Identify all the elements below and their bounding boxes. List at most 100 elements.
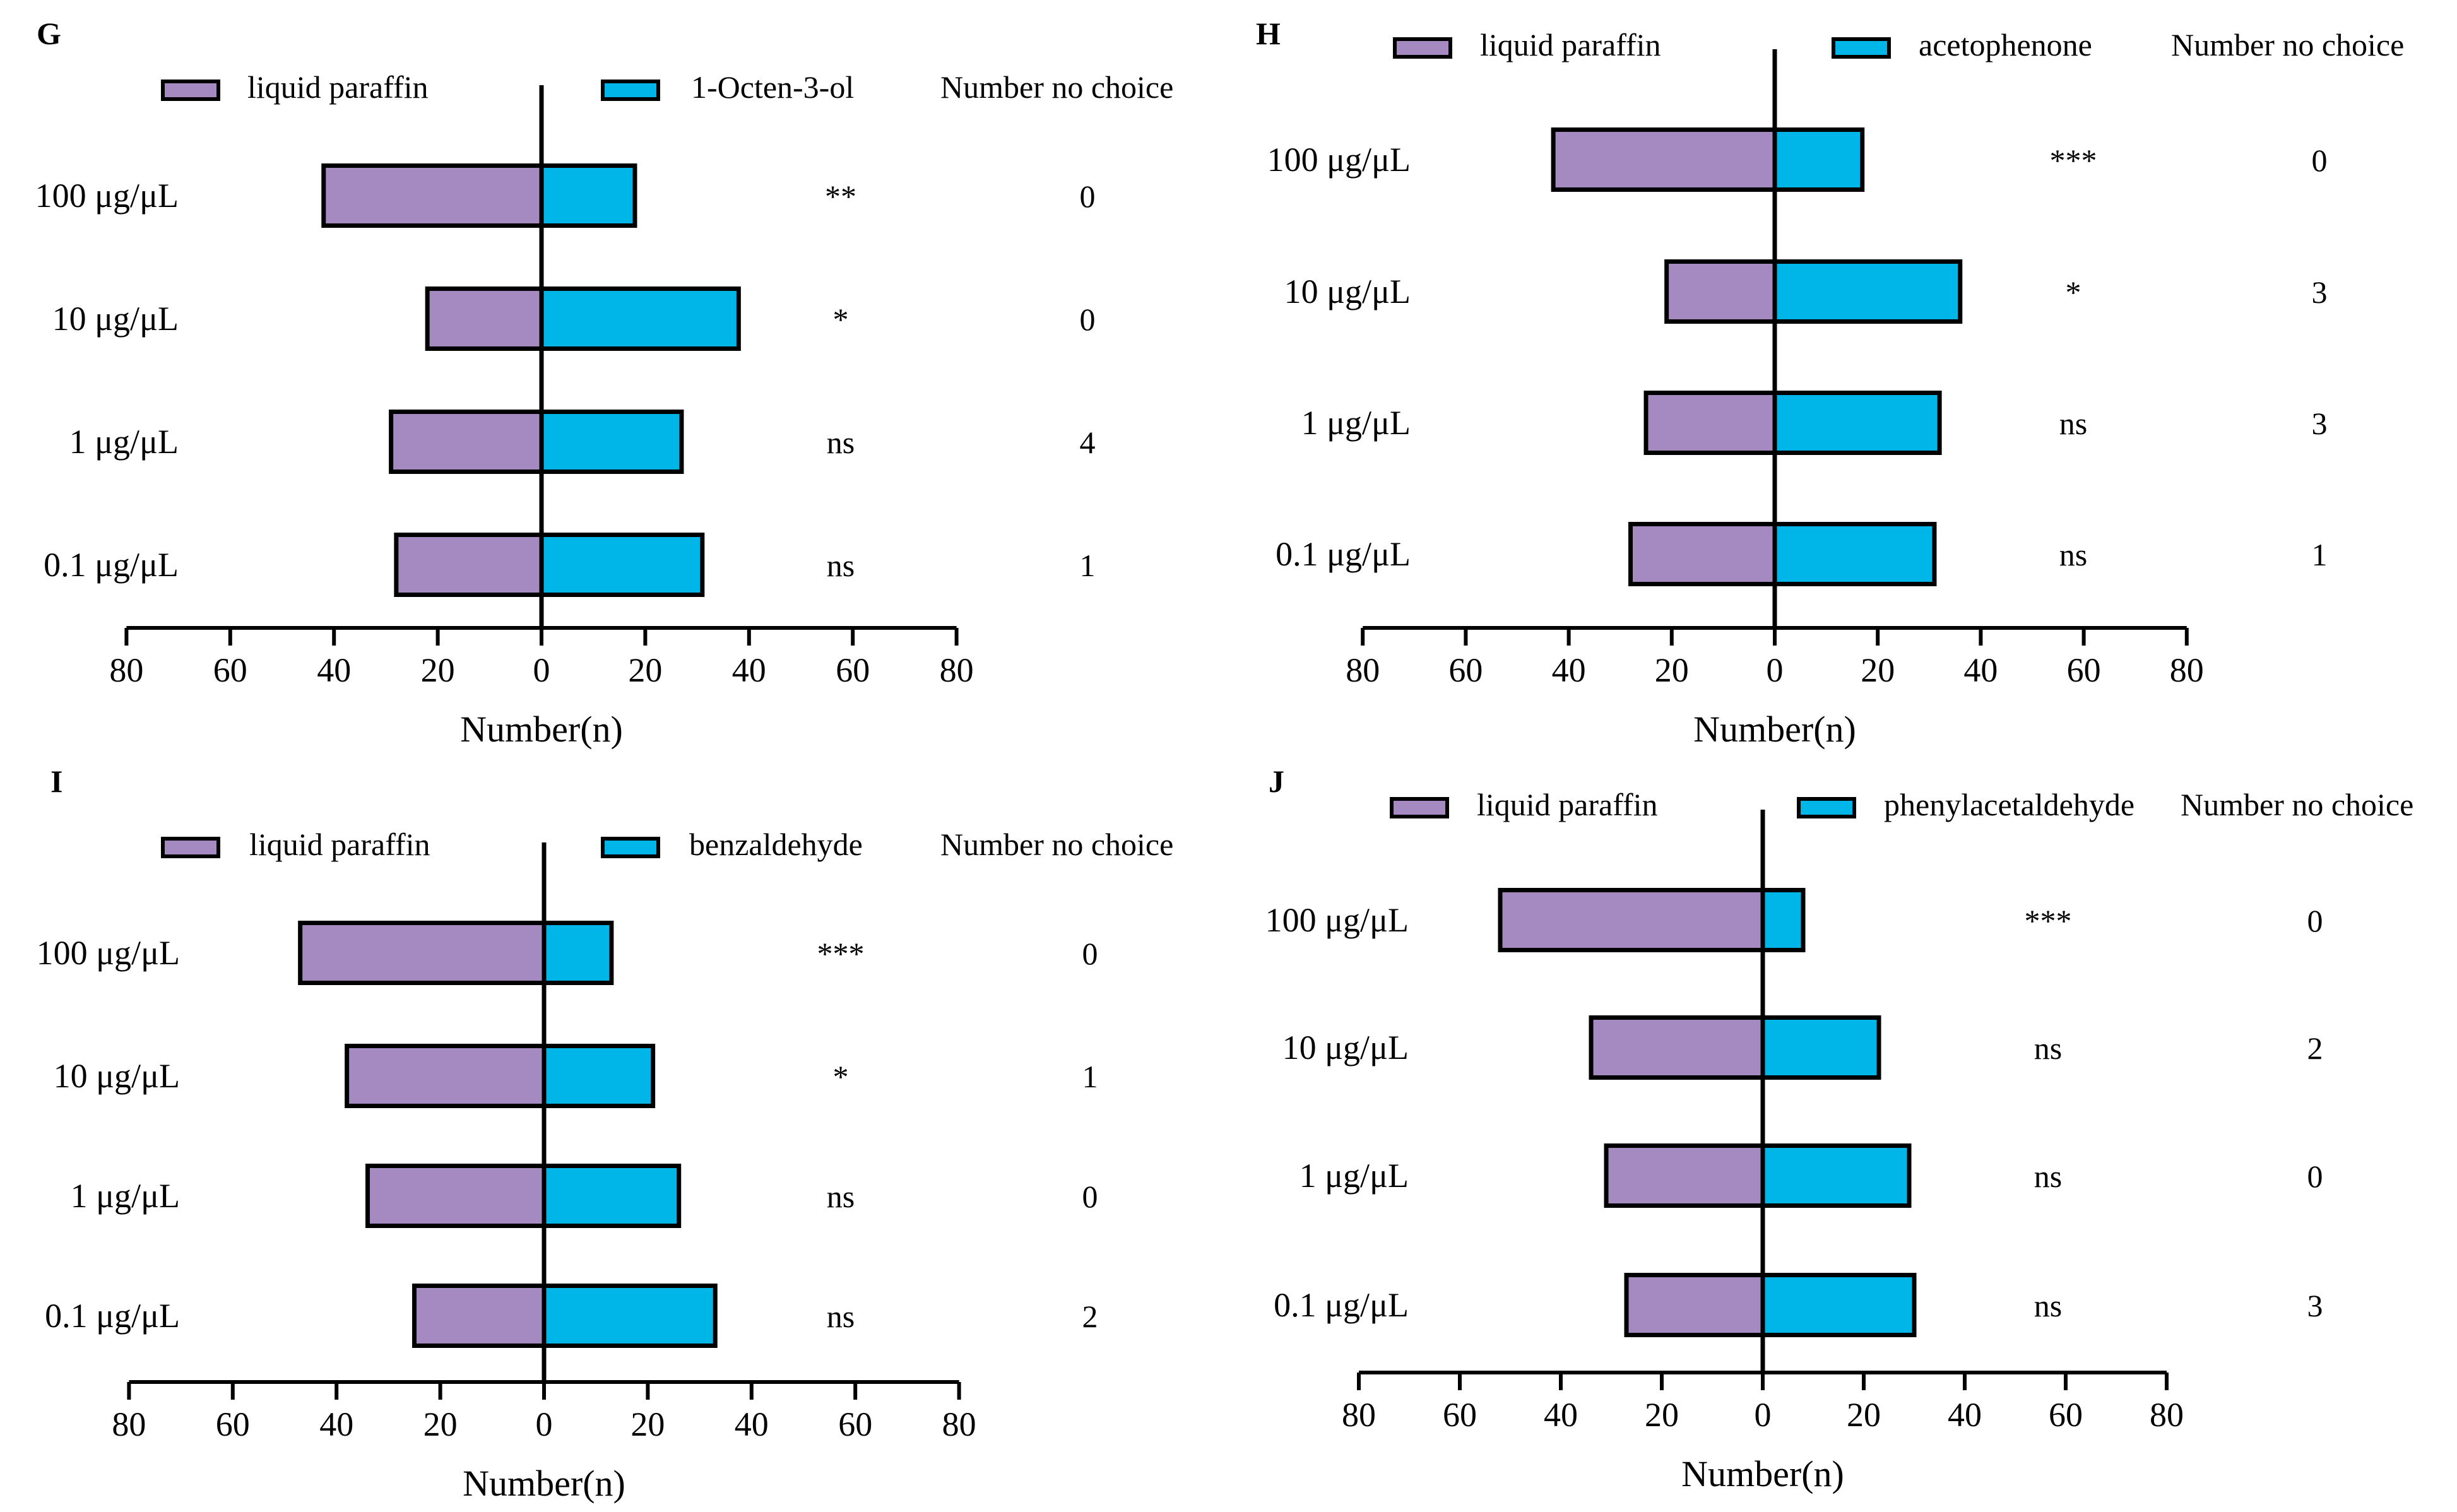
x-tick-label: 20 — [1645, 1396, 1679, 1434]
x-tick-label: 60 — [1443, 1396, 1477, 1434]
bar-left — [1551, 127, 1777, 192]
bar-left — [1664, 259, 1777, 324]
x-tick-label: 40 — [732, 651, 766, 689]
x-tick-label: 40 — [317, 651, 351, 689]
category-label: 10 μg/μL — [52, 300, 179, 338]
bar-right — [539, 163, 637, 228]
x-tick-label: 60 — [836, 651, 870, 689]
no-choice-value: 0 — [2307, 903, 2323, 938]
legend-swatch-right — [1797, 797, 1856, 818]
category-label: 100 μg/μL — [35, 177, 179, 215]
bar-left — [425, 286, 544, 351]
bar-left — [389, 410, 544, 474]
x-tick-label: 20 — [423, 1405, 458, 1443]
bar-left — [345, 1044, 547, 1108]
x-tick-label: 40 — [319, 1405, 353, 1443]
significance-label: ns — [2034, 1159, 2062, 1194]
bar-right — [1760, 1143, 1912, 1208]
category-label: 0.1 μg/μL — [45, 1297, 180, 1335]
no-choice-value: 0 — [1082, 1179, 1098, 1214]
panel-letter: J — [1269, 764, 1284, 799]
legend-swatch-left — [161, 80, 220, 101]
significance-label: ns — [827, 1299, 855, 1334]
legend-swatch-left — [1393, 37, 1452, 59]
x-tick-label: 60 — [2049, 1396, 2083, 1434]
bar-left — [1628, 522, 1777, 586]
bar-right — [539, 533, 705, 597]
no-choice-value: 1 — [2312, 537, 2328, 572]
x-tick-label: 80 — [109, 651, 143, 689]
panel-letter: I — [50, 764, 62, 799]
significance-label: ns — [827, 548, 855, 583]
x-tick-label: 20 — [628, 651, 662, 689]
bar-right — [542, 1284, 718, 1348]
bar-right — [1772, 259, 1963, 324]
category-label: 1 μg/μL — [1301, 404, 1411, 442]
legend-label-right: 1-Octen-3-ol — [691, 69, 854, 105]
no-choice-value: 1 — [1082, 1059, 1098, 1094]
significance-label: ns — [2034, 1031, 2062, 1066]
legend: liquid paraffin benzaldehyde Number no cho… — [161, 827, 1173, 862]
x-tick-label: 40 — [1544, 1396, 1578, 1434]
bar-right — [1760, 888, 1806, 952]
x-tick-label: 20 — [1847, 1396, 1881, 1434]
x-axis-title: Number(n) — [460, 709, 623, 750]
significance-label: ns — [2059, 406, 2087, 441]
category-label: 10 μg/μL — [1284, 273, 1411, 310]
x-axis: 80 60 40 20 0 20 40 60 80 Number(n) — [1346, 626, 2204, 750]
x-tick-label: 60 — [213, 651, 247, 689]
legend-swatch-left — [161, 837, 220, 858]
bar-right — [542, 1164, 682, 1228]
significance-label: *** — [2025, 903, 2072, 938]
significance-label: ** — [825, 179, 856, 214]
category-label: 100 μg/μL — [1267, 141, 1411, 179]
significance-label: * — [833, 1059, 849, 1094]
category-label: 100 μg/μL — [37, 934, 180, 972]
significance-label: ns — [827, 425, 855, 460]
x-tick-label: 0 — [1767, 651, 1784, 689]
x-axis-title: Number(n) — [1681, 1453, 1844, 1494]
category-label: 10 μg/μL — [1282, 1029, 1409, 1066]
x-tick-label: 80 — [942, 1405, 976, 1443]
x-axis-title: Number(n) — [463, 1463, 625, 1504]
x-axis-title: Number(n) — [1693, 709, 1856, 750]
bar-left — [321, 163, 544, 228]
legend: liquid paraffin 1-Octen-3-ol Number no cho… — [161, 69, 1173, 105]
bar-left — [412, 1284, 547, 1348]
x-tick-label: 20 — [1655, 651, 1689, 689]
x-axis: 80 60 40 20 0 20 40 60 80 Number(n) — [1342, 1371, 2184, 1494]
significance-label: ns — [2059, 537, 2087, 572]
x-tick-label: 80 — [940, 651, 974, 689]
bar-right — [1760, 1015, 1881, 1080]
bar-right — [1760, 1273, 1917, 1337]
legend-swatch-right — [601, 80, 660, 101]
significance-label: *** — [817, 936, 865, 971]
bar-left — [1589, 1015, 1765, 1080]
x-axis: 80 60 40 20 0 20 40 60 80 Number(n) — [109, 626, 974, 750]
significance-label: * — [833, 302, 849, 337]
category-label: 0.1 μg/μL — [1276, 535, 1411, 573]
bar-right — [1772, 127, 1865, 192]
category-label: 10 μg/μL — [54, 1057, 180, 1095]
x-tick-label: 40 — [735, 1405, 769, 1443]
x-tick-label: 20 — [1861, 651, 1895, 689]
no-choice-value: 0 — [2312, 143, 2328, 178]
x-tick-label: 80 — [2170, 651, 2204, 689]
no-choice-header: Number no choice — [940, 827, 1173, 862]
significance-label: *** — [2050, 143, 2097, 178]
x-tick-label: 20 — [631, 1405, 665, 1443]
legend: liquid paraffin acetophenone Number no cho… — [1393, 27, 2404, 62]
bar-right — [539, 410, 684, 474]
bar-left — [394, 533, 544, 597]
x-axis: 80 60 40 20 0 20 40 60 80 Number(n) — [112, 1380, 976, 1504]
x-tick-label: 60 — [1448, 651, 1483, 689]
panel-letter: G — [37, 16, 61, 51]
bar-left — [1604, 1143, 1765, 1208]
bar-right — [542, 921, 614, 985]
category-label: 1 μg/μL — [69, 423, 179, 461]
